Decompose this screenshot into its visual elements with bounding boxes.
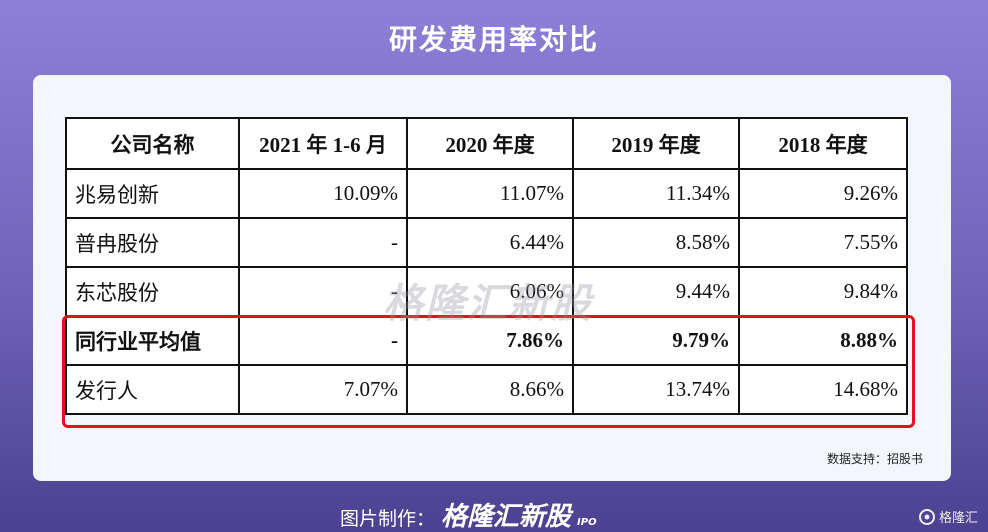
cell: 11.07% (406, 168, 574, 219)
cell: - (238, 217, 408, 268)
highlight-box (62, 315, 915, 428)
cell: 14.68% (738, 364, 908, 415)
footer-brand: 格隆汇新股 (441, 502, 572, 532)
header-cell: 2018 年度 (738, 117, 908, 170)
cell: 10.09% (238, 168, 408, 219)
row-label: 普冉股份 (65, 217, 240, 268)
footer-label: 图片制作： (340, 508, 436, 530)
watermark: 格隆汇新股 (383, 281, 593, 327)
card: 公司名称 2021 年 1-6 月 2020 年度 2019 年度 2018 年度 兆易创… (33, 75, 951, 481)
header-row: 公司名称 2021 年 1-6 月 2020 年度 2019 年度 2018 年度 (65, 117, 908, 170)
header-cell: 2021 年 1-6 月 (238, 117, 408, 170)
cell: 9.84% (738, 266, 908, 317)
title: 研发费用率对比 (388, 23, 599, 56)
cell: 7.86% (406, 315, 574, 366)
corner-icon (918, 508, 935, 525)
cell: 8.88% (738, 315, 908, 366)
table-row: 同行业平均值 -7.86% 9.79% 8.88% (65, 315, 908, 366)
cell: 9.44% (572, 266, 740, 317)
cell: 7.07% (238, 364, 408, 415)
cell: 6.44% (406, 217, 574, 268)
cell: 9.26% (738, 168, 908, 219)
row-label: 发行人 (65, 364, 240, 415)
table-row: 兆易创新 10.09% 11.07% 11.34% 9.26% (65, 168, 908, 219)
footer-tag: IPO (577, 517, 597, 528)
corner-logo: 格隆汇 (918, 507, 978, 526)
header-cell: 2019 年度 (572, 117, 740, 170)
cell: 8.66% (406, 364, 574, 415)
cell: 7.55% (738, 217, 908, 268)
cell: 13.74% (572, 364, 740, 415)
cell: - (238, 266, 408, 317)
cell: - (238, 315, 408, 366)
header-cell: 2020 年度 (406, 117, 574, 170)
header-cell: 公司名称 (65, 117, 240, 170)
corner-text: 格隆汇 (938, 511, 978, 526)
cell: 8.58% (572, 217, 740, 268)
row-label: 兆易创新 (65, 168, 240, 219)
cell: 11.34% (572, 168, 740, 219)
cell: 9.79% (572, 315, 740, 366)
row-label: 同行业平均值 (65, 315, 240, 366)
table-row: 发行人 7.07% 8.66% 13.74% 14.68% (65, 364, 908, 415)
row-label: 东芯股份 (65, 266, 240, 317)
source: 数据支持：招股书 (826, 452, 923, 466)
footer: 图片制作： 格隆汇新股 IPO (340, 496, 597, 532)
table-row: 普冉股份 -6.44% 8.58% 7.55% (65, 217, 908, 268)
